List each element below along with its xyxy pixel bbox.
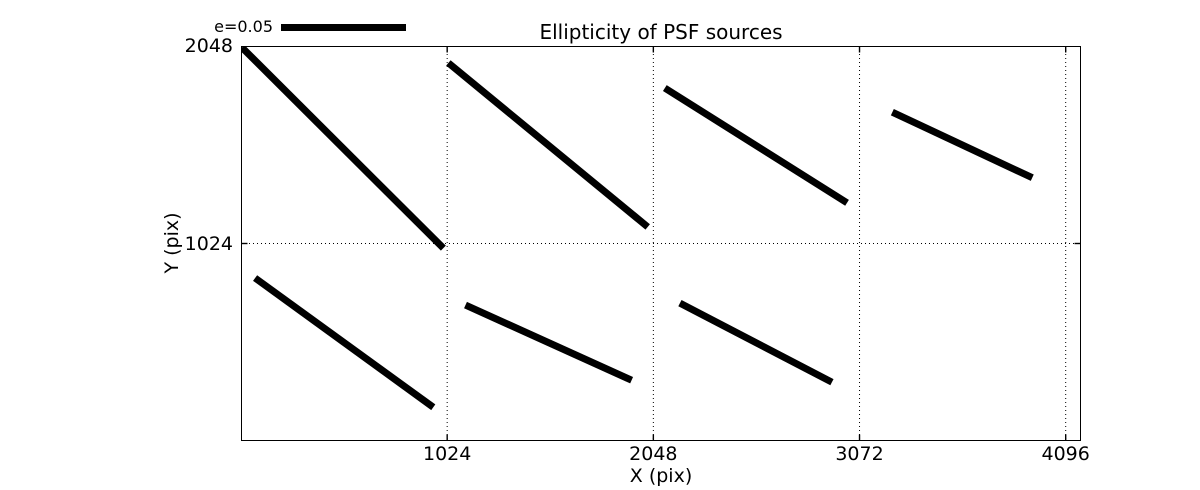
legend-label: e=0.05 [214, 17, 273, 36]
ellipticity-whisker [446, 60, 650, 230]
x-tick-label: 3072 [835, 443, 884, 465]
plot-canvas [241, 46, 1081, 441]
ellipticity-whisker [662, 85, 849, 206]
legend-whisker-swatch [281, 24, 406, 31]
y-tick-label: 1024 [184, 232, 233, 255]
ellipticity-whisker [464, 301, 634, 384]
x-tick-label: 4096 [1041, 443, 1090, 465]
ellipticity-whisker [241, 46, 446, 251]
y-axis-label: Y (pix) [161, 212, 183, 274]
ellipticity-whisker [678, 299, 834, 386]
x-axis-label: X (pix) [629, 465, 693, 487]
ellipticity-whisker [890, 108, 1034, 181]
axes-frame [241, 46, 1081, 441]
x-tick-label: 1024 [422, 443, 472, 465]
ellipticity-whisker [253, 275, 436, 411]
x-tick-label: 2048 [629, 443, 678, 465]
plot-area [241, 46, 1081, 441]
chart-title: Ellipticity of PSF sources [539, 20, 783, 44]
y-tick-label: 2048 [184, 35, 233, 57]
